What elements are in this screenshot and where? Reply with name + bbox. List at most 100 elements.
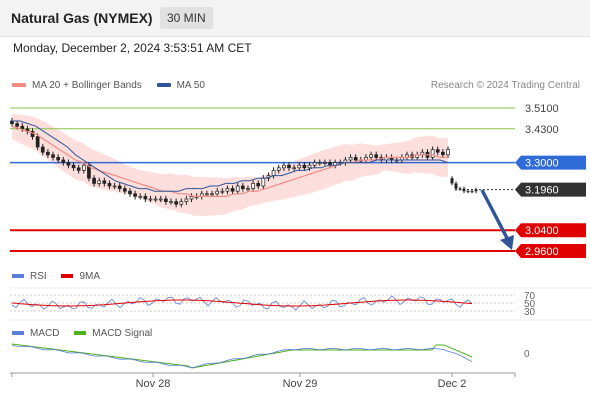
price-tag-box	[515, 155, 586, 170]
candle-body	[20, 125, 25, 130]
candle-body	[292, 167, 296, 170]
candle-body	[189, 196, 194, 200]
candle-body	[317, 162, 322, 164]
candle-body	[56, 157, 61, 161]
candle-body	[235, 185, 240, 192]
rsi-level-label: 30	[524, 307, 536, 318]
macd-panel: 0	[10, 319, 590, 369]
candle-body	[446, 149, 450, 156]
macd-signal-swatch	[74, 331, 87, 336]
ma50-swatch	[156, 83, 171, 88]
candle-body	[143, 196, 148, 200]
candle-body	[374, 154, 379, 158]
candle-body	[256, 183, 261, 187]
x-axis: Nov 28 Nov 29 Dec 2	[10, 372, 516, 390]
candle-body	[474, 189, 478, 192]
candle-body	[251, 183, 255, 189]
candle-body	[87, 164, 91, 179]
macd-zero-label: 0	[524, 349, 530, 360]
price-legend: MA 20 + Bollinger Bands MA 50	[12, 80, 217, 91]
macd-signal-line	[11, 343, 473, 369]
candle-body	[282, 164, 286, 169]
legend-9ma: 9MA	[61, 271, 100, 282]
candlesticks	[10, 117, 478, 208]
ma50-line	[12, 120, 449, 192]
price-tag-support: 3.0400	[515, 223, 586, 238]
candle-body	[220, 190, 225, 193]
candle-body	[348, 157, 353, 161]
candle-body	[35, 136, 40, 148]
candle-body	[169, 201, 173, 203]
research-credit: Research © 2024 Trading Central	[430, 80, 580, 91]
instrument-title: Natural Gas (NYMEX)	[11, 10, 153, 26]
candle-body	[312, 162, 317, 166]
candle-body	[138, 196, 143, 198]
candle-body	[133, 193, 137, 197]
price-tag-box	[515, 223, 586, 238]
price-tags: 3.5100 3.4300 3.3000 3.1960 3.0400 2.9600	[515, 103, 586, 258]
price-tag-support: 2.9600	[515, 244, 586, 258]
candle-body	[71, 164, 76, 169]
candle-body	[246, 188, 250, 190]
candle-body	[458, 188, 462, 190]
candle-body	[307, 164, 312, 169]
candle-body	[184, 198, 189, 202]
timestamp: Monday, December 2, 2024 3:53:51 AM CET	[13, 41, 252, 55]
price-tag-label: 3.4300	[525, 124, 559, 136]
price-tag-label: 3.3000	[525, 158, 559, 170]
candle-body	[112, 185, 117, 188]
candle-body	[435, 149, 440, 153]
price-tag-box	[515, 244, 586, 258]
macd-legend: MACD MACD Signal	[12, 328, 164, 339]
candle-body	[297, 164, 302, 169]
candle-body	[174, 201, 178, 205]
legend-ma20: MA 20 + Bollinger Bands	[12, 80, 142, 91]
candle-body	[470, 191, 474, 193]
candle-body	[117, 185, 122, 189]
bollinger-fill	[12, 113, 448, 216]
rsi-legend: RSI 9MA	[12, 271, 112, 282]
candle-body	[261, 177, 266, 187]
chart-header: Natural Gas (NYMEX) 30 MIN	[0, 0, 590, 37]
price-tag-resistance: 3.4300	[525, 124, 559, 136]
9ma-swatch	[61, 274, 74, 279]
candle-body	[302, 164, 307, 169]
candle-body	[462, 188, 466, 192]
forecast-arrow	[480, 189, 514, 250]
candle-body	[430, 149, 435, 158]
price-tag-last: 3.1960	[515, 182, 586, 197]
legend-macd-signal: MACD Signal	[74, 328, 152, 339]
candle-body	[466, 191, 470, 193]
legend-ma20-label: MA 20 + Bollinger Bands	[32, 80, 142, 91]
candle-body	[450, 178, 454, 184]
legend-macd: MACD	[12, 328, 59, 339]
candle-body	[76, 167, 81, 171]
x-tick-label: Nov 28	[136, 378, 171, 390]
macd-line	[11, 344, 473, 369]
candle-body	[40, 146, 45, 153]
candle-body	[51, 154, 55, 158]
candle-body	[128, 190, 132, 195]
macd-swatch	[12, 331, 24, 336]
candle-body	[164, 198, 168, 202]
rsi-line	[11, 295, 473, 311]
candle-body	[225, 188, 230, 192]
timeframe-button[interactable]: 30 MIN	[160, 7, 213, 29]
candle-body	[107, 183, 112, 187]
candle-body	[276, 167, 281, 171]
candle-body	[210, 193, 214, 196]
rsi-ma-line	[11, 299, 473, 307]
ma20-swatch	[12, 83, 26, 88]
candle-body	[287, 164, 291, 169]
price-tag-label: 2.9600	[525, 246, 559, 258]
legend-rsi: RSI	[12, 271, 47, 282]
candle-body	[61, 159, 66, 163]
candle-body	[46, 151, 50, 156]
candle-body	[148, 198, 153, 201]
price-tag-resistance: 3.5100	[525, 103, 559, 115]
candle-body	[15, 123, 19, 127]
legend-9ma-label: 9MA	[79, 271, 101, 282]
price-tag-box	[515, 182, 586, 197]
